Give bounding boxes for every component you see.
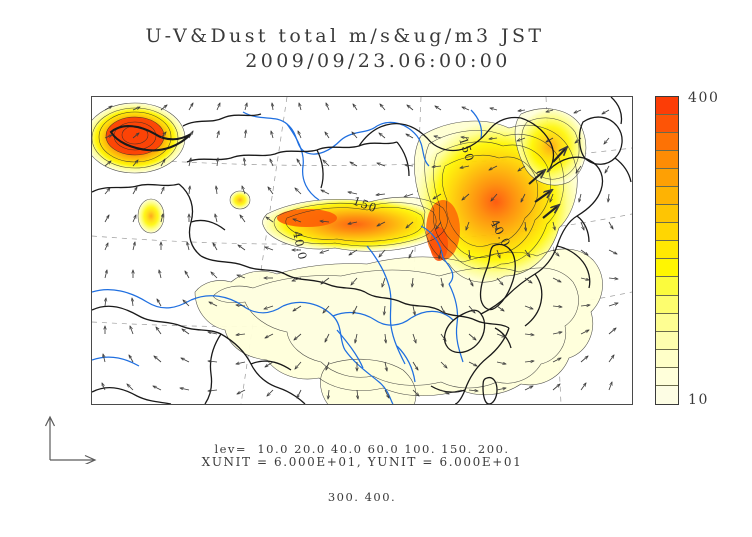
colorbar-label-min: 10 — [688, 392, 710, 408]
colorbar-band-7 — [656, 223, 678, 242]
arrowhead-up — [44, 415, 56, 427]
arrowhead-right — [84, 454, 97, 464]
unit-annotation: XUNIT = 6.000E+01, YUNIT = 6.000E+01 — [201, 455, 523, 469]
colorbar-band-4 — [656, 169, 678, 188]
colorbar-band-10 — [656, 277, 678, 296]
colorbar-band-15 — [656, 367, 678, 386]
colorbar-band-1 — [656, 115, 678, 134]
wind-vector-field — [102, 103, 618, 399]
map-canvas[interactable]: 150 40.0 40.0 150 — [91, 96, 633, 405]
level-line-1: lev= 10.0 20.0 40.0 60.0 100. 150. 200. — [214, 442, 510, 456]
map-panel[interactable]: 150 40.0 40.0 150 — [91, 96, 633, 405]
colorbar-band-13 — [656, 331, 678, 350]
colorbar-band-3 — [656, 151, 678, 170]
colorbar-band-9 — [656, 259, 678, 278]
colorbar-band-11 — [656, 295, 678, 314]
contour-level-legend: lev= 10.0 20.0 40.0 60.0 100. 150. 200. … — [91, 409, 633, 537]
vector-scale-axes — [44, 415, 97, 464]
coastline-taiwan — [482, 376, 498, 404]
coastline-japan-kyushu — [443, 309, 486, 354]
dust-spot-nw-small — [138, 199, 164, 233]
coastline-japan-honshu — [480, 156, 604, 315]
colorbar-band-8 — [656, 241, 678, 260]
dust-spot-nw-tiny — [230, 191, 250, 209]
dust-contour-south-lobe — [320, 359, 416, 404]
colorbar-band-5 — [656, 187, 678, 206]
contour-label-40-central: 40.0 — [290, 230, 310, 262]
wind-vector-strong-northeast — [528, 147, 567, 219]
colorbar[interactable] — [655, 96, 679, 405]
level-line-2: 300. 400. — [327, 490, 397, 504]
colorbar-label-max: 400 — [688, 90, 720, 106]
colorbar-band-16 — [656, 385, 678, 404]
colorbar-band-14 — [656, 349, 678, 368]
coastline-and-borders — [92, 97, 632, 404]
figure-title: U-V&Dust total m/s&ug/m3 JST 2009/09/23.… — [0, 24, 690, 74]
title-line-variable: U-V&Dust total m/s&ug/m3 JST — [145, 25, 545, 47]
colorbar-band-2 — [656, 133, 678, 152]
coastline-japan-hokkaido — [578, 116, 623, 165]
coastline-korea — [479, 243, 516, 311]
colorbar-band-0 — [656, 97, 678, 116]
colorbar-band-12 — [656, 313, 678, 332]
title-line-timestamp: 2009/09/23.06:00:00 — [245, 50, 511, 72]
colorbar-band-6 — [656, 205, 678, 224]
